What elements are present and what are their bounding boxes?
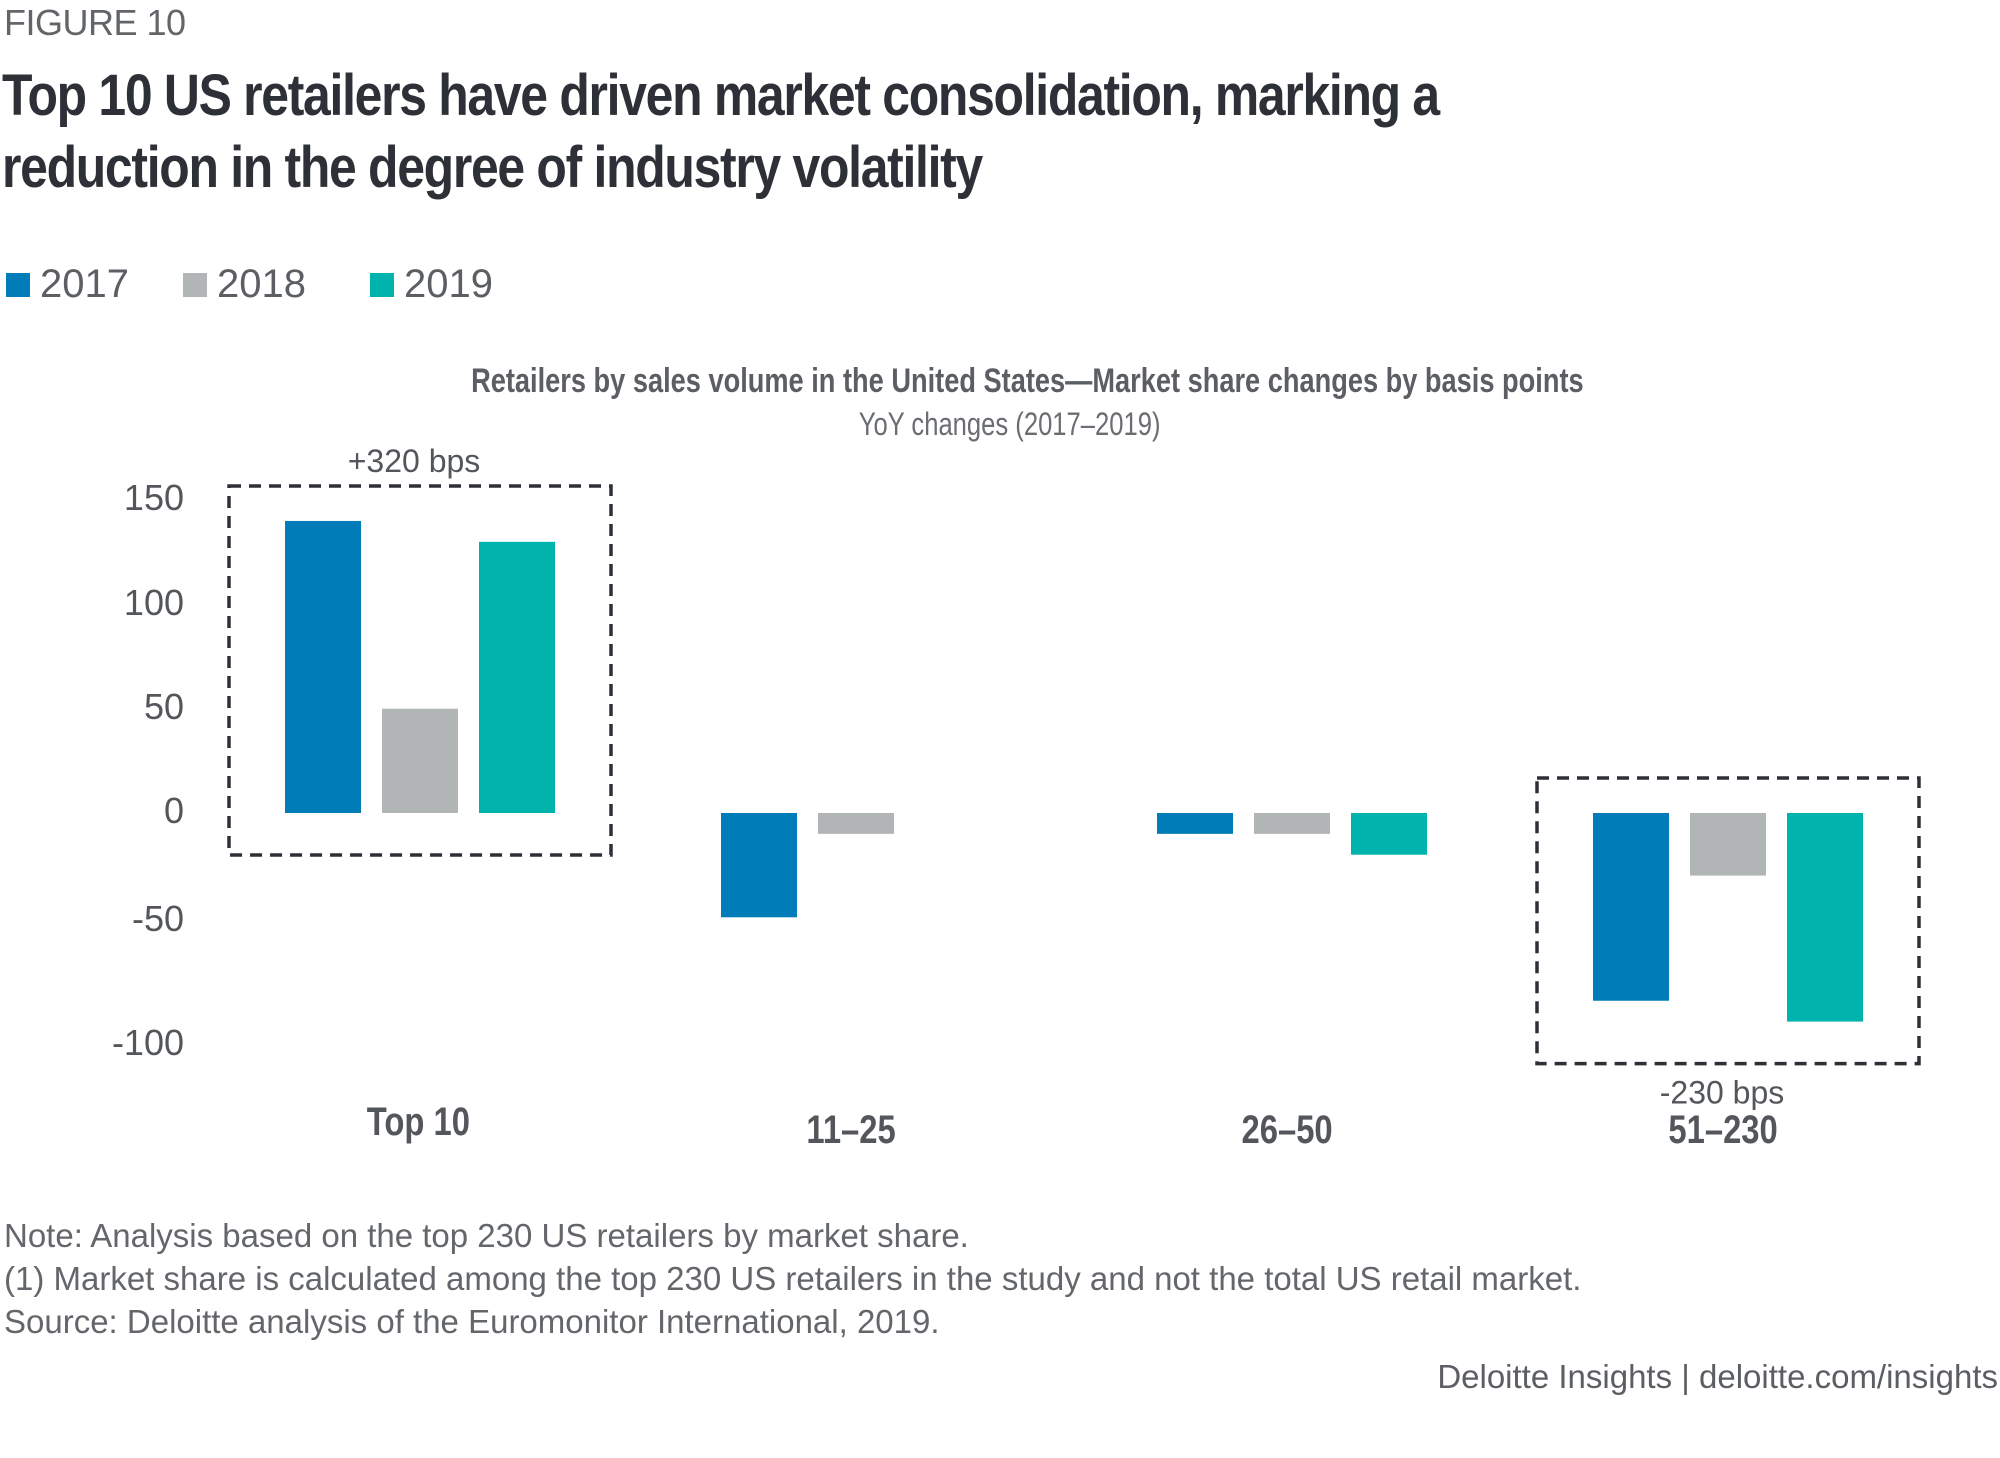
bar-2017-3 xyxy=(1593,813,1669,1001)
bar-2019-0 xyxy=(479,541,555,813)
y-tick-label: -100 xyxy=(112,1022,184,1063)
chart-subtitle: YoY changes (2017–2019) xyxy=(859,406,1161,442)
y-tick-label: 150 xyxy=(124,477,184,518)
chart-title: Retailers by sales volume in the United … xyxy=(471,362,1584,400)
bar-2019-2 xyxy=(1351,813,1427,855)
x-tick-label: 51–230 xyxy=(1668,1107,1777,1152)
legend-label: 2019 xyxy=(404,262,493,306)
legend-swatch-2018 xyxy=(183,272,207,297)
x-axis: Top 10 11–25 26–50 51–230 xyxy=(367,1099,1778,1152)
annotation-boxes: +320 bps -230 bps xyxy=(227,443,1921,1111)
y-tick-label: -50 xyxy=(132,898,184,939)
annotation-label: +320 bps xyxy=(348,443,481,479)
bar-2019-3 xyxy=(1787,813,1863,1022)
annotation-box-1 xyxy=(1535,776,1921,1066)
legend-item-2017: 2017 xyxy=(6,262,129,307)
legend-item-2019: 2019 xyxy=(370,262,493,307)
y-tick-label: 50 xyxy=(144,686,184,727)
bar-2017-2 xyxy=(1157,813,1233,834)
chart-title-wrap: Retailers by sales volume in the United … xyxy=(0,362,2000,401)
legend-swatch-2017 xyxy=(6,272,30,297)
annotation-label: -230 bps xyxy=(1660,1075,1785,1111)
x-tick-label: 26–50 xyxy=(1241,1107,1332,1152)
footnote-1: (1) Market share is calculated among the… xyxy=(4,1260,1582,1297)
bar-2017-1 xyxy=(721,813,797,918)
footnotes: Note: Analysis based on the top 230 US r… xyxy=(4,1214,1581,1343)
bars xyxy=(285,520,1863,1022)
annotation-box-0 xyxy=(227,484,613,857)
page-title: Top 10 US retailers have driven market c… xyxy=(2,63,1440,200)
bar-2018-1 xyxy=(818,813,894,834)
bar-2018-0 xyxy=(382,708,458,813)
x-tick-label: Top 10 xyxy=(367,1099,470,1144)
legend-item-2018: 2018 xyxy=(183,262,306,307)
y-tick-label: 100 xyxy=(124,582,184,623)
source-text: Source: Deloitte analysis of the Euromon… xyxy=(4,1303,940,1340)
note-text: Note: Analysis based on the top 230 US r… xyxy=(4,1217,969,1254)
y-axis: 150 100 50 0 -50 -100 xyxy=(112,477,184,1063)
brand-footer: Deloitte Insights | deloitte.com/insight… xyxy=(1437,1358,1998,1395)
bar-2017-0 xyxy=(285,520,361,813)
bar-2018-2 xyxy=(1254,813,1330,834)
x-tick-label: 11–25 xyxy=(806,1107,895,1152)
bar-2018-3 xyxy=(1690,813,1766,876)
y-tick-label: 0 xyxy=(164,790,184,831)
figure-label: FIGURE 10 xyxy=(4,2,186,43)
chart-subtitle-wrap: YoY changes (2017–2019) xyxy=(0,406,2000,443)
legend-label: 2018 xyxy=(217,262,306,306)
legend-swatch-2019 xyxy=(370,272,394,297)
legend-label: 2017 xyxy=(40,262,129,306)
